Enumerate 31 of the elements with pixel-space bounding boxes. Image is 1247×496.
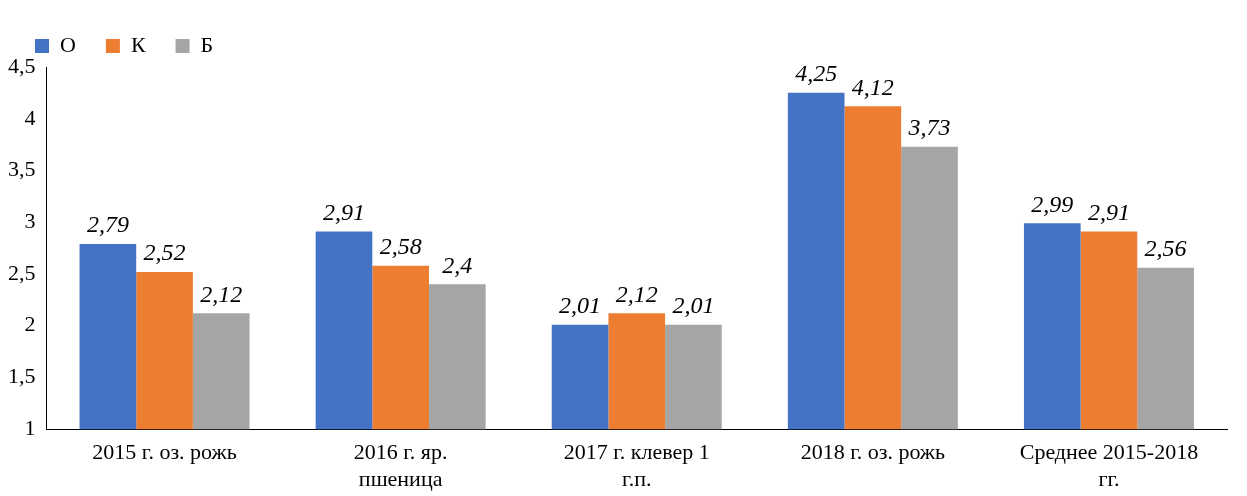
data-label: 2,01 bbox=[672, 291, 715, 318]
data-label: 2,91 bbox=[322, 198, 365, 225]
data-label: 2,56 bbox=[1144, 235, 1187, 262]
y-tick-label: 3,5 bbox=[8, 156, 36, 182]
x-tick-label: 2015 г. оз. рожь bbox=[92, 439, 237, 465]
y-tick-label: 3 bbox=[24, 208, 36, 234]
data-label: 2,52 bbox=[143, 239, 186, 266]
legend-label: К bbox=[130, 31, 146, 57]
data-label: 3,73 bbox=[907, 114, 951, 140]
data-label: 2,4 bbox=[442, 251, 473, 278]
data-label: 2,12 bbox=[200, 280, 243, 307]
y-tick-label: 2 bbox=[24, 311, 36, 337]
x-tick-label: 2017 г. клевер 1 г.п. bbox=[563, 439, 710, 491]
y-tick-label: 2,5 bbox=[8, 259, 36, 285]
data-label: 4,12 bbox=[851, 73, 894, 100]
data-label: 4,25 bbox=[795, 60, 838, 87]
data-label: 2,91 bbox=[1087, 198, 1130, 225]
x-tick-label: Среднее 2015-2018 гг. bbox=[1019, 439, 1199, 491]
y-tick-label: 1 bbox=[24, 414, 36, 440]
data-label: 2,79 bbox=[86, 211, 129, 238]
x-tick-label: 2018 г. оз. рожь bbox=[800, 439, 946, 465]
data-label: 2,01 bbox=[559, 291, 602, 318]
legend-label: Б bbox=[200, 31, 214, 57]
y-tick-label: 4,5 bbox=[8, 52, 36, 78]
data-label: 2,12 bbox=[615, 280, 658, 307]
x-tick-label: 2016 г. яр. пшеница bbox=[353, 439, 448, 491]
y-tick-label: 4 bbox=[24, 104, 36, 130]
y-tick-label: 1,5 bbox=[8, 363, 36, 389]
legend-label: О bbox=[60, 31, 76, 57]
data-label: 2,99 bbox=[1031, 190, 1074, 217]
data-label: 2,58 bbox=[379, 233, 422, 260]
